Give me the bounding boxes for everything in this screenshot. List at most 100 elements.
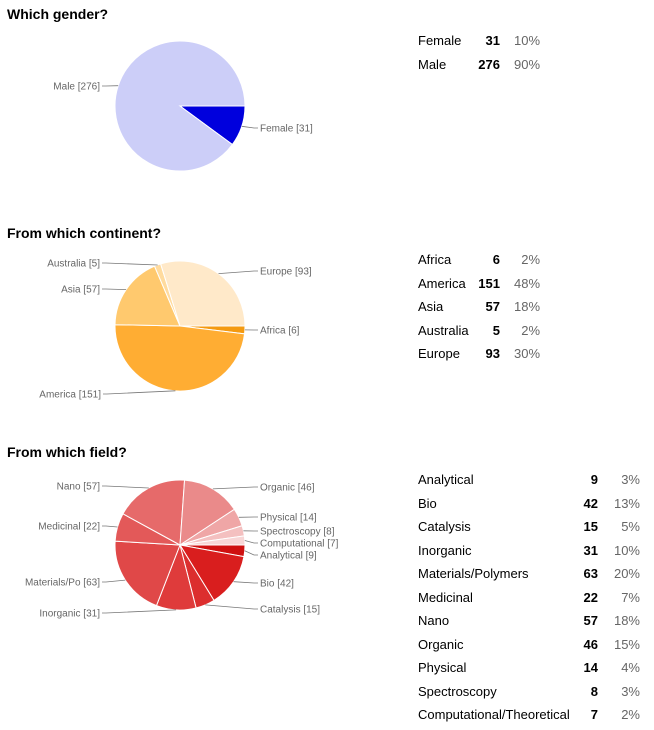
- row-percent: 2%: [521, 322, 541, 338]
- slice-label-australia: Australia [5]: [47, 259, 100, 270]
- row-count: 6: [492, 252, 500, 268]
- row-percent: 13%: [613, 495, 640, 511]
- row-percent: 2%: [621, 707, 640, 723]
- question-title-gender: Which gender?: [7, 6, 109, 22]
- row-label: Nano: [418, 613, 450, 629]
- slice-label-america: America [151]: [39, 390, 101, 401]
- slice-label-catalysis: Catalysis [15]: [260, 605, 320, 616]
- leader-line: [102, 609, 177, 614]
- row-percent: 48%: [514, 275, 541, 291]
- row-label: Male: [418, 56, 447, 72]
- row-count: 151: [478, 275, 500, 291]
- slice-label-europe: Europe [93]: [260, 267, 312, 278]
- row-label: Inorganic: [418, 542, 472, 558]
- table-row: Female 31 10%: [418, 29, 540, 53]
- leader-line: [102, 485, 149, 489]
- row-label: Australia: [418, 322, 469, 338]
- row-percent: 5%: [621, 519, 640, 535]
- slice-label-spectroscopy: Spectroscopy [8]: [260, 527, 335, 538]
- slice-label-medicinal: Medicinal [22]: [38, 522, 100, 533]
- row-label: Medicinal: [418, 589, 473, 605]
- pie-slice-materials-polymers: [114, 540, 181, 607]
- leader-line: [205, 604, 258, 610]
- row-percent: 10%: [514, 33, 541, 49]
- row-percent: 7%: [621, 589, 640, 605]
- leader-line: [244, 540, 258, 544]
- row-count: 8: [590, 683, 598, 699]
- row-label: Asia: [418, 299, 444, 315]
- table-row: Organic 46 15%: [418, 633, 640, 657]
- table-row: Male 276 90%: [418, 53, 540, 77]
- leader-line: [102, 525, 118, 528]
- table-row: Spectroscopy 8 3%: [418, 680, 640, 704]
- row-label: Catalysis: [418, 519, 471, 535]
- row-percent: 30%: [514, 346, 541, 362]
- leader-line: [233, 581, 258, 584]
- row-label: Europe: [418, 346, 460, 362]
- row-percent: 3%: [621, 472, 640, 488]
- row-percent: 3%: [621, 683, 640, 699]
- summary-table-continent: Africa 6 2% America 151 48% Asia 57 18% …: [418, 248, 540, 366]
- summary-table-field: Analytical 9 3% Bio 42 13% Catalysis 15 …: [418, 468, 640, 727]
- table-row: Medicinal 22 7%: [418, 586, 640, 610]
- slice-label-africa: Africa [6]: [260, 326, 300, 337]
- slice-label-analytical: Analytical [9]: [260, 551, 317, 562]
- pie-slice-organic: [179, 479, 236, 546]
- pie-chart-continent: Africa [6] America [151] Asia [57] Australi…: [39, 259, 312, 401]
- row-count: 5: [492, 322, 500, 338]
- slice-label-male: Male [276]: [53, 82, 100, 93]
- slice-label-asia: Asia [57]: [61, 285, 100, 296]
- pie-chart-gender: Female [31] Male [276]: [53, 40, 313, 172]
- row-label: Physical: [418, 660, 467, 676]
- table-row: America 151 48%: [418, 272, 540, 296]
- pie-slice-europe: [160, 260, 246, 327]
- pie-slice-america: [114, 324, 246, 392]
- row-count: 57: [485, 299, 500, 315]
- row-percent: 2%: [521, 252, 541, 268]
- table-row: Analytical 9 3%: [418, 468, 640, 492]
- row-percent: 90%: [514, 56, 541, 72]
- question-title-field: From which field?: [7, 444, 127, 460]
- row-percent: 18%: [514, 299, 541, 315]
- leader-line: [102, 262, 158, 266]
- question-title-continent: From which continent?: [7, 225, 161, 241]
- table-row: Computational/Theoretical 7 2%: [418, 703, 640, 727]
- table-row: Physical 14 4%: [418, 656, 640, 680]
- row-count: 93: [485, 346, 500, 362]
- slice-label-nano: Nano [57]: [57, 482, 101, 493]
- leader-line: [218, 270, 258, 274]
- slice-label-bio: Bio [42]: [260, 579, 294, 590]
- row-percent: 4%: [621, 660, 640, 676]
- row-label: America: [418, 275, 466, 291]
- row-label: Spectroscopy: [418, 683, 497, 699]
- pie-slice-bio: [178, 544, 245, 602]
- table-row: Inorganic 31 10%: [418, 539, 640, 563]
- table-row: Nano 57 18%: [418, 609, 640, 633]
- slice-label-physical: Physical [14]: [260, 513, 317, 524]
- row-count: 63: [583, 566, 598, 582]
- slice-label-organic: Organic [46]: [260, 483, 315, 494]
- row-count: 7: [590, 707, 598, 723]
- row-count: 31: [583, 542, 598, 558]
- row-count: 22: [583, 589, 598, 605]
- table-row: Asia 57 18%: [418, 295, 540, 319]
- slice-label-materials-polymers: Materials/Po [63]: [25, 578, 100, 589]
- pie-slice-male: [114, 40, 246, 172]
- leader-line: [102, 288, 127, 290]
- row-label: Analytical: [418, 472, 474, 488]
- row-percent: 20%: [613, 566, 640, 582]
- leader-line: [212, 486, 258, 490]
- row-count: 46: [583, 636, 598, 652]
- row-label: Female: [418, 33, 462, 49]
- row-percent: 18%: [613, 613, 640, 629]
- row-count: 276: [478, 56, 500, 72]
- row-label: Africa: [418, 252, 452, 268]
- slice-label-computational-theoretical: Computational [7]: [260, 539, 339, 550]
- pie-chart-field: Analytical [9] Bio [42] Catalysis [15] Inor…: [25, 479, 339, 620]
- summary-table-gender: Female 31 10% Male 276 90%: [418, 29, 540, 76]
- pie-slice-asia: [114, 265, 181, 327]
- row-count: 42: [583, 495, 598, 511]
- row-count: 15: [583, 519, 598, 535]
- row-count: 9: [590, 472, 598, 488]
- leader-line: [103, 390, 176, 395]
